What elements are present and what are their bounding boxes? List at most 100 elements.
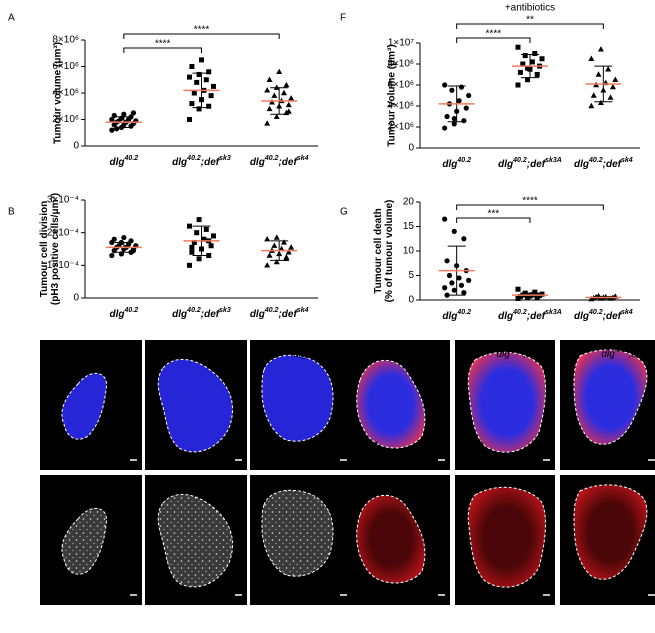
data-point: [121, 111, 127, 117]
superscript: 40.2: [124, 347, 138, 354]
data-point: [211, 83, 216, 89]
text-part: ;def: [320, 349, 338, 360]
data-point: [203, 77, 209, 83]
text-part: ;def: [278, 309, 298, 320]
superscript: sk4: [297, 155, 309, 162]
stain-label: DAPI: [149, 441, 173, 452]
data-point: [189, 249, 195, 255]
x-tick-label: dlg40.2;defsk3: [172, 155, 231, 167]
superscript: sk3A: [545, 157, 562, 164]
data-point: [191, 239, 197, 245]
superscript: 40.2: [202, 347, 216, 354]
panel-letter: I’: [460, 484, 465, 495]
tissue: [467, 486, 546, 588]
data-point: [271, 92, 278, 98]
data-point: [273, 258, 280, 265]
data-point: [442, 285, 448, 291]
superscript: sk4: [337, 347, 348, 354]
panel-letter: H’: [355, 484, 364, 495]
y-axis-label: Tumour cell death: [373, 208, 384, 293]
data-point: [264, 87, 271, 93]
data-point: [590, 92, 597, 98]
text-part: dlg: [419, 349, 433, 360]
stain-label: DAPI: [354, 441, 378, 452]
tissue: [157, 493, 233, 588]
superscript: 40.2: [124, 155, 139, 162]
data-point: [264, 236, 271, 242]
panel-letter: J’: [565, 484, 572, 495]
data-point: [211, 233, 216, 239]
data-point: [266, 252, 273, 258]
text-part: ;def: [527, 311, 547, 322]
data-point: [466, 277, 472, 283]
superscript: 40.2: [264, 155, 279, 162]
superscript: 40.2: [510, 347, 524, 354]
significance-label: **: [526, 15, 534, 26]
x-tick-label: dlg40.2: [442, 309, 471, 321]
text-part: dlg: [442, 159, 457, 170]
data-point: [461, 118, 467, 124]
micrograph: E’ pH3: [250, 475, 352, 605]
text-part: dlg: [111, 349, 125, 360]
data-point: [111, 236, 117, 242]
data-point: [201, 236, 207, 242]
data-point: [189, 244, 195, 250]
data-point: [266, 105, 273, 112]
text-part: dlg: [601, 349, 615, 360]
y-tick-label: 3×10⁻⁴: [47, 195, 79, 206]
data-point: [444, 292, 450, 298]
y-tick-label: 2×10⁶: [387, 122, 414, 133]
data-point: [109, 252, 115, 259]
panel-letter: D: [150, 349, 157, 360]
x-tick-label: dlg40.2;defsk4: [250, 155, 309, 167]
superscript: 40.2: [432, 347, 446, 354]
superscript: 40.2: [264, 307, 279, 314]
y-tick-label: 0: [408, 295, 414, 306]
data-point: [206, 103, 212, 109]
data-point: [451, 287, 457, 293]
x-tick-label: dlg40.2: [442, 157, 471, 169]
data-point: [515, 44, 521, 50]
y-tick-label: 20: [403, 197, 415, 208]
data-point: [194, 230, 200, 236]
tissue: [467, 351, 546, 453]
panel-letter: I: [460, 349, 463, 360]
data-point: [461, 236, 467, 242]
significance-label: ****: [486, 29, 502, 40]
y-tick-label: 4×10⁶: [387, 101, 414, 112]
data-point: [280, 239, 287, 245]
data-point: [458, 282, 465, 288]
significance-bracket: [123, 33, 280, 39]
panel-letter: G: [340, 207, 348, 218]
significance-bracket: [456, 23, 604, 29]
data-point: [121, 234, 127, 241]
micrograph: D’ pH3: [145, 475, 247, 605]
stain-label: pH3: [149, 455, 168, 466]
y-tick-label: 6×10⁶: [52, 61, 79, 72]
data-point: [283, 253, 290, 260]
data-point: [444, 258, 450, 264]
data-point: [264, 120, 271, 126]
y-axis-label: Tumour cell division: [39, 201, 50, 298]
stain-label: pH3: [254, 455, 273, 466]
data-point: [444, 113, 450, 120]
panel-letter: F: [340, 13, 346, 24]
x-tick-label: dlg40.2: [110, 155, 139, 167]
data-point: [187, 262, 192, 268]
data-point: [276, 68, 283, 74]
data-point: [189, 101, 195, 107]
y-tick-label: 1×10⁷: [388, 38, 415, 49]
panel-letter: A: [8, 13, 15, 24]
text-part: dlg: [172, 309, 187, 320]
data-point: [442, 125, 448, 131]
superscript: 40.2: [588, 309, 603, 316]
stain-label: Dcp1: [459, 455, 484, 466]
y-tick-label: 10: [403, 246, 415, 257]
panel-letter: D’: [150, 484, 159, 495]
data-point: [515, 286, 521, 292]
significance-label: ****: [194, 25, 210, 36]
